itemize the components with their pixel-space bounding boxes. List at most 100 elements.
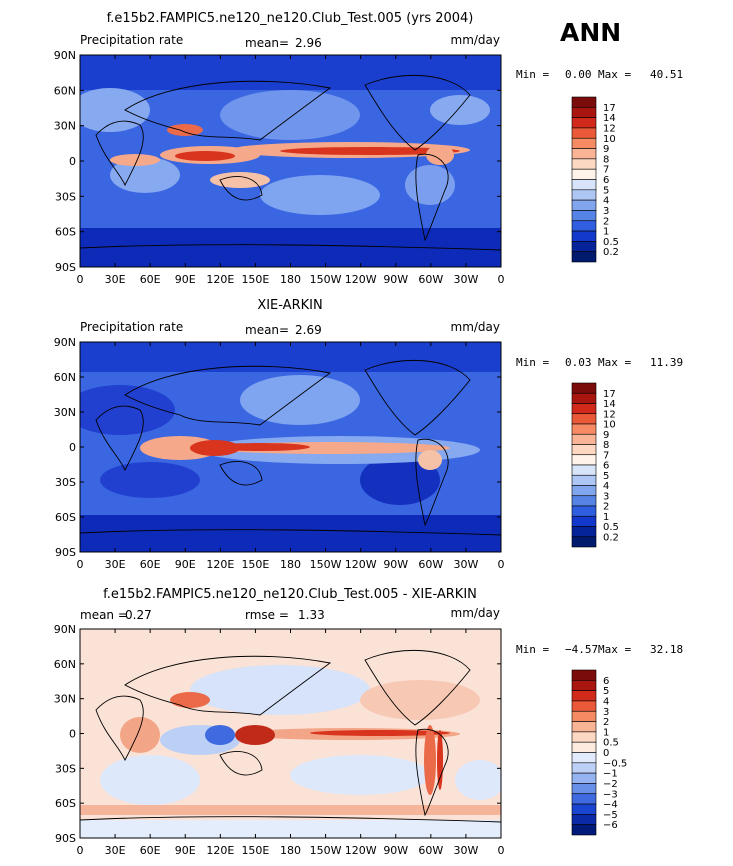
- colorbar-label: 12: [603, 409, 616, 420]
- colorbar-label: 0.2: [603, 247, 619, 258]
- y-tick-label: 90S: [55, 546, 76, 559]
- x-tick-label: 0: [77, 558, 84, 571]
- x-tick-label: 0: [77, 273, 84, 286]
- colorbar-label: 14: [603, 399, 616, 410]
- colorbar-swatch: [571, 392, 597, 404]
- x-tick-label: 30E: [105, 273, 126, 286]
- colorbar-swatch: [571, 772, 597, 784]
- colorbar-swatch: [571, 107, 597, 118]
- colorbar-label: 5: [603, 471, 609, 482]
- colorbar-label: 17: [603, 389, 616, 400]
- colorbar-swatch: [571, 168, 597, 180]
- panel-obs: XIE-ARKIN Precipitation rate mean= 2.69 …: [54, 298, 683, 571]
- left-label: Precipitation rate: [80, 320, 183, 334]
- colorbar-label: 0.5: [603, 522, 619, 533]
- colorbar-swatch: [571, 793, 597, 805]
- x-tick-label: 30W: [453, 844, 478, 857]
- colorbar-label: −1: [603, 769, 618, 780]
- x-tick-label: 120E: [206, 558, 234, 571]
- coastlines: [80, 75, 501, 251]
- mean-value: 2.96: [295, 36, 322, 50]
- colorbar-swatch: [571, 485, 597, 497]
- colorbar-swatch: [571, 210, 597, 222]
- y-tick-label: 90N: [54, 336, 76, 349]
- precip-field: [80, 55, 501, 267]
- coastlines: [80, 360, 501, 536]
- max-value: 11.39: [650, 356, 683, 369]
- x-tick-label: 90E: [175, 558, 196, 571]
- colorbar-label: −3: [603, 789, 618, 800]
- x-tick-label: 60W: [418, 844, 443, 857]
- colorbar-label: 7: [603, 165, 609, 176]
- colorbar-swatch: [571, 464, 597, 476]
- panel-diff: f.e15b2.FAMPIC5.ne120_ne120.Club_Test.00…: [54, 587, 683, 857]
- colorbar-swatch: [571, 669, 597, 681]
- colorbar-label: 1: [603, 727, 609, 738]
- x-tick-label: 120E: [206, 844, 234, 857]
- colorbar-swatch: [571, 700, 597, 712]
- colorbar-label: −6: [603, 820, 618, 831]
- colorbar-swatch: [571, 731, 597, 743]
- x-tick-label: 150E: [241, 844, 269, 857]
- colorbar-swatch: [571, 117, 597, 129]
- min-label: Min =: [516, 68, 549, 81]
- x-tick-label: 30W: [453, 273, 478, 286]
- y-tick-label: 30N: [54, 693, 76, 706]
- colorbar-label: 9: [603, 430, 609, 441]
- x-tick-label: 150W: [310, 844, 342, 857]
- x-tick-label: 180: [280, 844, 301, 857]
- y-tick-label: 30N: [54, 406, 76, 419]
- y-tick-label: 90N: [54, 623, 76, 636]
- colorbar-label: −5: [603, 810, 618, 821]
- y-tick-label: 30S: [55, 762, 76, 775]
- rmse-label: rmse =: [245, 608, 289, 622]
- x-tick-label: 90W: [383, 844, 408, 857]
- colorbar-label: 4: [603, 196, 609, 207]
- colorbar-label: 7: [603, 450, 609, 461]
- colorbar-label: 5: [603, 185, 609, 196]
- x-tick-label: 150E: [241, 273, 269, 286]
- colorbar-swatch: [571, 721, 597, 733]
- colorbar-swatch: [571, 454, 597, 466]
- y-tick-label: 60S: [55, 226, 76, 239]
- min-value: 0.00: [565, 68, 592, 81]
- min-label: Min =: [516, 356, 549, 369]
- colorbar-swatch: [571, 474, 597, 486]
- max-value: 32.18: [650, 643, 683, 656]
- colorbar-label: 0.2: [603, 532, 619, 543]
- colorbar-swatch: [571, 241, 597, 252]
- y-tick-label: 0: [69, 155, 76, 168]
- mean-label: mean=: [245, 323, 289, 337]
- x-tick-label: 30E: [105, 558, 126, 571]
- colorbar-label: 10: [603, 420, 616, 431]
- colorbar-label: 8: [603, 154, 609, 165]
- x-tick-label: 120W: [345, 273, 377, 286]
- colorbar-label: 2: [603, 717, 609, 728]
- y-tick-label: 60S: [55, 797, 76, 810]
- x-tick-label: 120W: [345, 844, 377, 857]
- units-label: mm/day: [451, 320, 501, 334]
- max-label: Max =: [598, 356, 631, 369]
- panel-model: f.e15b2.FAMPIC5.ne120_ne120.Club_Test.00…: [54, 11, 683, 286]
- x-tick-label: 150W: [310, 273, 342, 286]
- colorbar-label: 2: [603, 502, 609, 513]
- colorbar-swatch: [571, 148, 597, 160]
- colorbar-swatch: [571, 536, 597, 548]
- mean-label: mean =: [80, 608, 128, 622]
- colorbar-swatch: [571, 423, 597, 435]
- x-tick-label: 60E: [140, 844, 161, 857]
- y-tick-label: 30S: [55, 476, 76, 489]
- x-tick-label: 30E: [105, 844, 126, 857]
- colorbar-label: 0.5: [603, 738, 619, 749]
- colorbar-label: 9: [603, 144, 609, 155]
- colorbar-label: 6: [603, 175, 609, 186]
- y-tick-label: 60N: [54, 658, 76, 671]
- colorbar-label: −4: [603, 800, 618, 811]
- colorbar-swatch: [571, 179, 597, 191]
- x-tick-label: 120E: [206, 273, 234, 286]
- x-tick-label: 90W: [383, 558, 408, 571]
- x-tick-label: 0: [498, 844, 505, 857]
- x-tick-label: 0: [77, 844, 84, 857]
